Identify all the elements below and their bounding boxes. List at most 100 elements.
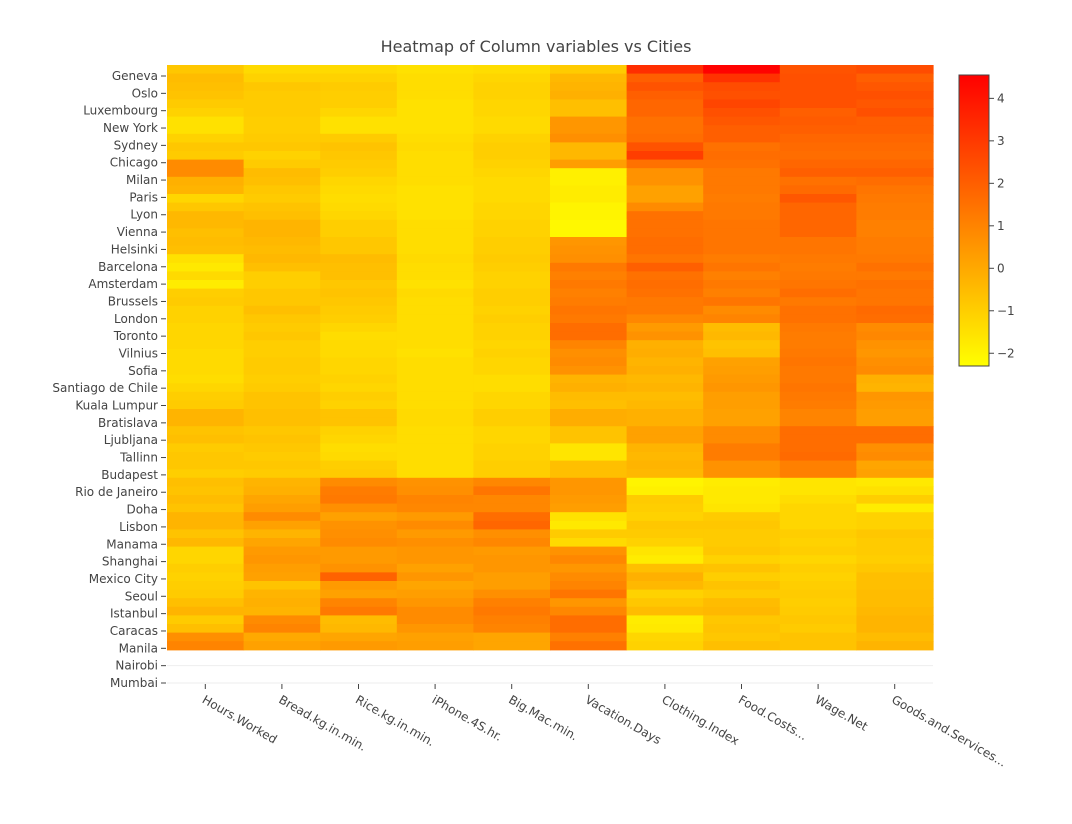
heatmap-cell (243, 99, 321, 109)
heatmap-cell (779, 245, 857, 255)
heatmap-cell (779, 374, 857, 384)
heatmap-cell (626, 615, 704, 625)
heatmap-cell (626, 151, 704, 161)
heatmap-cell (856, 598, 934, 608)
heatmap-cell (779, 305, 857, 315)
heatmap-cell (473, 426, 551, 436)
heatmap-cell (396, 194, 474, 204)
y-tick-label: Geneva (112, 69, 158, 83)
heatmap-cell (703, 615, 781, 625)
heatmap-cell (703, 417, 781, 427)
heatmap-cell (626, 116, 704, 126)
heatmap-cell (856, 108, 934, 118)
heatmap-cell (550, 391, 628, 401)
heatmap-cell (167, 615, 245, 625)
heatmap-cell (396, 469, 474, 479)
heatmap-cell (779, 443, 857, 453)
heatmap-cell (550, 495, 628, 505)
heatmap-cell (550, 340, 628, 350)
heatmap-cell (396, 632, 474, 642)
heatmap-cell (320, 219, 398, 229)
heatmap-cell (396, 280, 474, 290)
heatmap-cell (550, 452, 628, 462)
heatmap-cell (473, 434, 551, 444)
heatmap-cell (320, 546, 398, 556)
heatmap-cell (473, 503, 551, 513)
x-axis: Hours.WorkedBread.kg.in.min.Rice.kg.in.m… (200, 684, 1009, 770)
heatmap-cell (396, 400, 474, 410)
heatmap-cell (779, 624, 857, 634)
heatmap-cell (626, 194, 704, 204)
heatmap-cell (626, 409, 704, 419)
heatmap-cell (243, 391, 321, 401)
colorbar-tick-label: 2 (997, 176, 1005, 190)
heatmap-cell (320, 641, 398, 651)
heatmap-cell (167, 194, 245, 204)
heatmap-cell (243, 280, 321, 290)
heatmap-cell (396, 503, 474, 513)
heatmap-cell (550, 486, 628, 496)
heatmap-cell (856, 185, 934, 195)
heatmap-cell (550, 237, 628, 247)
heatmap-cell (396, 624, 474, 634)
heatmap-cell (550, 434, 628, 444)
heatmap-cell (703, 400, 781, 410)
heatmap-cell (779, 133, 857, 143)
heatmap-cell (167, 520, 245, 530)
heatmap-cell (167, 159, 245, 169)
heatmap-cell (243, 417, 321, 427)
heatmap-cell (167, 142, 245, 152)
heatmap-cell (473, 538, 551, 548)
heatmap-cell (703, 529, 781, 539)
heatmap-cell (396, 529, 474, 539)
heatmap-cell (473, 400, 551, 410)
heatmap-cell (320, 271, 398, 281)
heatmap-cell (396, 305, 474, 315)
heatmap-cell (703, 288, 781, 298)
heatmap-cell (473, 262, 551, 272)
heatmap-cell (626, 366, 704, 376)
heatmap-cell (320, 237, 398, 247)
heatmap-cell (320, 125, 398, 135)
heatmap-cell (626, 314, 704, 324)
heatmap-cell (320, 90, 398, 100)
heatmap-cell (703, 495, 781, 505)
heatmap-cell (779, 108, 857, 118)
heatmap-cell (550, 598, 628, 608)
heatmap-cell (473, 512, 551, 522)
heatmap-cell (856, 254, 934, 264)
heatmap-cell (856, 452, 934, 462)
heatmap-cell (856, 297, 934, 307)
heatmap-cell (779, 125, 857, 135)
heatmap-cell (626, 331, 704, 341)
heatmap-cell (320, 615, 398, 625)
heatmap-cell (396, 245, 474, 255)
heatmap-cell (626, 202, 704, 212)
heatmap-cell (320, 348, 398, 358)
heatmap-cell (779, 65, 857, 75)
heatmap-cell (703, 211, 781, 221)
heatmap-cell (703, 366, 781, 376)
heatmap-cell (396, 176, 474, 186)
heatmap-cell (856, 383, 934, 393)
heatmap-cell (550, 641, 628, 651)
heatmap-cell (703, 297, 781, 307)
heatmap-cell (243, 82, 321, 92)
heatmap-cell (473, 546, 551, 556)
heatmap-cell (856, 194, 934, 204)
heatmap-cell (703, 99, 781, 109)
heatmap-cell (320, 331, 398, 341)
heatmap-cell (473, 142, 551, 152)
heatmap-cell (473, 271, 551, 281)
heatmap-cell (243, 477, 321, 487)
heatmap-cell (167, 391, 245, 401)
heatmap-cell (779, 486, 857, 496)
heatmap-cell (703, 323, 781, 333)
y-tick-label: Milan (126, 173, 158, 187)
heatmap-cell (779, 262, 857, 272)
heatmap-cell (243, 495, 321, 505)
heatmap-cell (167, 409, 245, 419)
heatmap-cell (396, 142, 474, 152)
heatmap-cell (550, 280, 628, 290)
heatmap-cell (167, 340, 245, 350)
